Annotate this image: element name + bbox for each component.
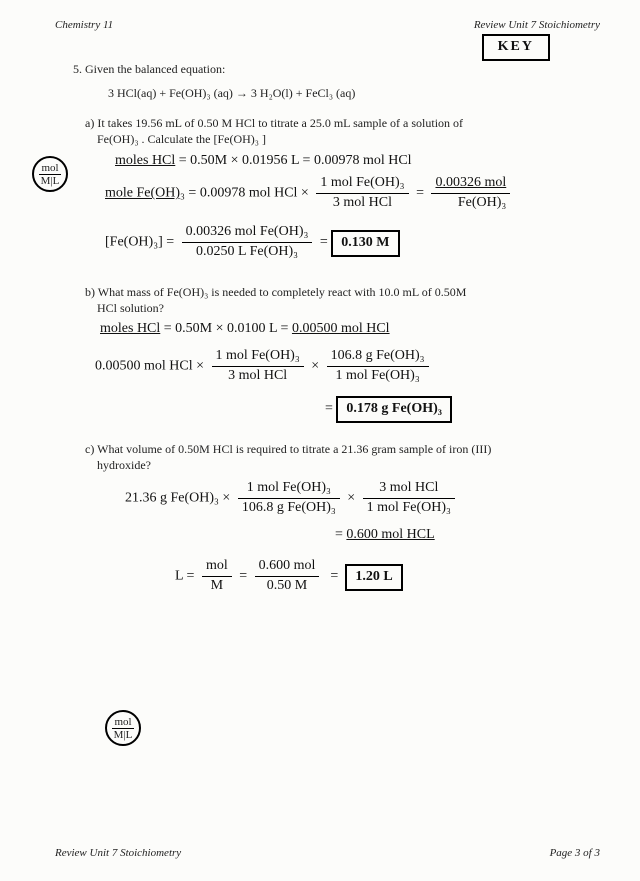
answer-key-label: KEY <box>482 34 550 61</box>
b-frac1: 1 mol Fe(OH)₃ 3 mol HCl <box>212 347 304 386</box>
a-result1: 0.00326 mol Fe(OH)₃ <box>431 174 510 213</box>
a-line3: [Fe(OH)₃] = 0.00326 mol Fe(OH)₃ 0.0250 L… <box>105 223 600 262</box>
page-header: Chemistry 11 Review Unit 7 Stoichiometry <box>55 18 600 33</box>
a-line2: mole Fe(OH)₃ = 0.00978 mol HCl × 1 mol F… <box>105 174 600 213</box>
part-c-text1: What volume of 0.50M HCl is required to … <box>97 442 491 456</box>
b-line2: 0.00500 mol HCl × 1 mol Fe(OH)₃ 3 mol HC… <box>95 347 600 386</box>
part-a-prompt: a) It takes 19.56 mL of 0.50 M HCl to ti… <box>85 115 600 147</box>
part-c-prompt: c) What volume of 0.50M HCl is required … <box>85 441 600 473</box>
part-b-label: b) <box>85 285 95 299</box>
c-line2: = 0.600 mol HCL <box>335 526 600 545</box>
c-answer: 1.20 L <box>345 564 402 591</box>
part-a-label: a) <box>85 116 94 130</box>
mol-over-ml-icon: mol M|L <box>32 156 68 192</box>
b-frac2: 106.8 g Fe(OH)₃ 1 mol Fe(OH)₃ <box>327 347 429 386</box>
footer-left: Review Unit 7 Stoichiometry <box>55 846 181 861</box>
c-frac4: 0.600 mol 0.50 M <box>255 557 320 596</box>
part-b-text2: HCl solution? <box>97 301 164 315</box>
a-frac2: 0.00326 mol Fe(OH)₃ 0.0250 L Fe(OH)₃ <box>182 223 313 262</box>
q-stem: Given the balanced equation: <box>85 62 225 76</box>
c-frac1: 1 mol Fe(OH)₃ 106.8 g Fe(OH)₃ <box>238 479 340 518</box>
part-a-text1: It takes 19.56 mL of 0.50 M HCl to titra… <box>97 116 463 130</box>
part-b-text1: What mass of Fe(OH)₃ is needed to comple… <box>98 285 467 299</box>
a-answer: 0.130 M <box>331 230 399 257</box>
header-right: Review Unit 7 Stoichiometry <box>474 18 600 33</box>
a-line1: moles HCl = 0.50M × 0.01956 L = 0.00978 … <box>115 152 600 171</box>
mol-over-ml-icon-2: mol M|L <box>105 710 141 746</box>
a-frac1: 1 mol Fe(OH)₃ 3 mol HCl <box>316 174 408 213</box>
b-line3: = 0.178 g Fe(OH)₃ <box>325 396 600 423</box>
b-line1: moles HCl = 0.50M × 0.0100 L = 0.00500 m… <box>100 320 600 339</box>
part-a-text2: Fe(OH)₃ . Calculate the [Fe(OH)₃ ] <box>97 132 266 146</box>
part-b-prompt: b) What mass of Fe(OH)₃ is needed to com… <box>85 284 600 316</box>
c-frac3: mol M <box>202 557 232 596</box>
part-c-label: c) <box>85 442 94 456</box>
c-frac2: 3 mol HCl 1 mol Fe(OH)₃ <box>363 479 455 518</box>
header-left: Chemistry 11 <box>55 18 113 33</box>
worksheet-page: Chemistry 11 Review Unit 7 Stoichiometry… <box>0 0 640 881</box>
question-5: 5. Given the balanced equation: 3 HCl(aq… <box>73 61 600 101</box>
part-c-text2: hydroxide? <box>97 458 151 472</box>
q-number: 5. <box>73 62 82 76</box>
c-line3: L = mol M = 0.600 mol 0.50 M = 1.20 L <box>175 557 600 596</box>
b-answer: 0.178 g Fe(OH)₃ <box>336 396 452 423</box>
page-footer: Review Unit 7 Stoichiometry Page 3 of 3 <box>55 846 600 861</box>
footer-right: Page 3 of 3 <box>550 846 600 861</box>
c-line1: 21.36 g Fe(OH)₃ × 1 mol Fe(OH)₃ 106.8 g … <box>125 479 600 518</box>
balanced-equation: 3 HCl(aq) + Fe(OH)₃ (aq) → 3 H₂O(l) + Fe… <box>108 85 600 101</box>
